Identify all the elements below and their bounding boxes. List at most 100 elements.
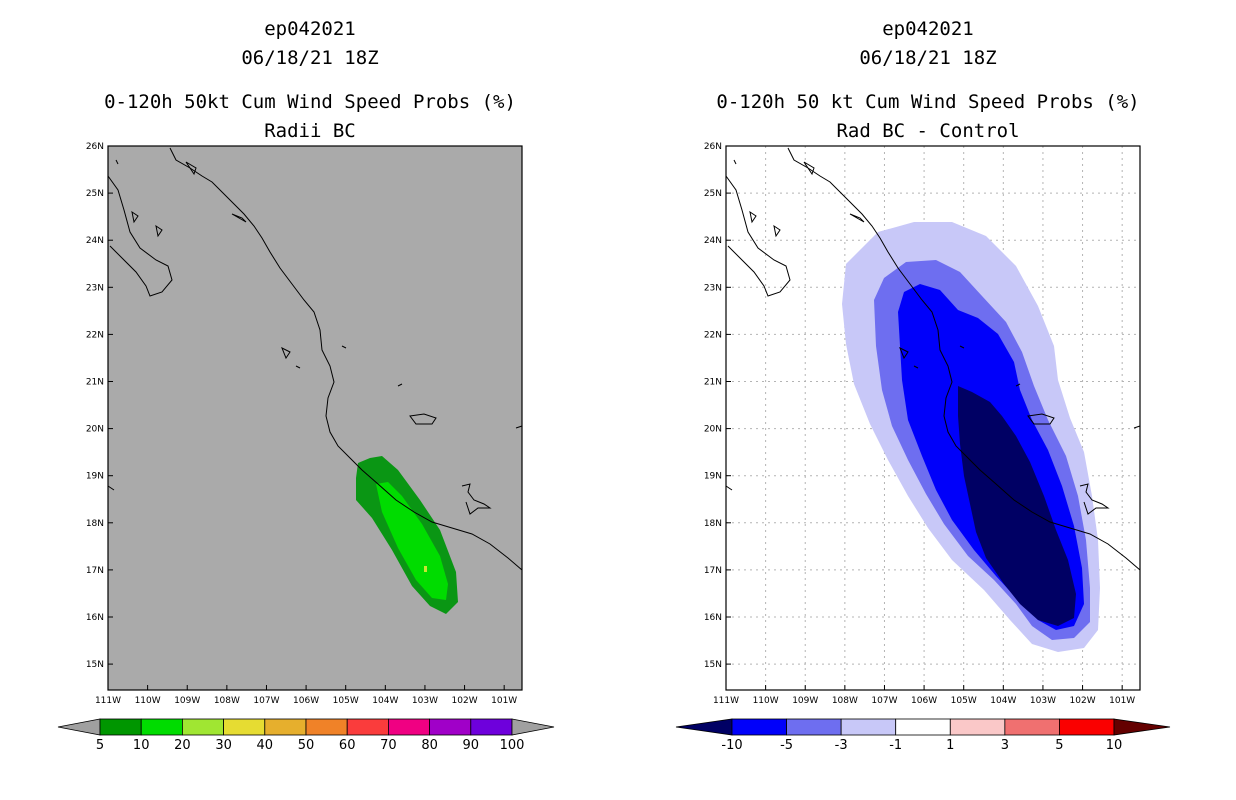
- right-colorbar-low-end: [675, 718, 733, 736]
- right-colorbar-label: -1: [889, 738, 902, 753]
- right-colorbar-high-end: [1113, 718, 1171, 736]
- right-lat-label: 15N: [704, 660, 722, 670]
- right-lon-label: 110W: [753, 696, 779, 706]
- left-colorbar-label: 40: [257, 738, 274, 753]
- left-coastline: [107, 147, 523, 571]
- right-lat-label: 17N: [704, 566, 722, 576]
- left-lon-label: 107W: [253, 696, 279, 706]
- left-colorbar-label: 5: [96, 738, 104, 753]
- right-lat-label: 23N: [704, 283, 722, 293]
- left-title-sub: Radii BC: [264, 120, 356, 142]
- left-colorbar-swatch: [223, 718, 266, 736]
- right-lat-label: 18N: [704, 519, 722, 529]
- left-colorbar-swatch: [99, 718, 142, 736]
- right-lon-label: 108W: [832, 696, 858, 706]
- left-colorbar-label: 90: [463, 738, 480, 753]
- right-colorbar-swatch: [1004, 718, 1060, 736]
- left-prob-20: [376, 482, 448, 600]
- left-lat-label: 21N: [86, 377, 104, 387]
- right-lat-label: 19N: [704, 472, 722, 482]
- right-lon-label: 109W: [792, 696, 818, 706]
- left-colorbar-label: 10: [133, 738, 150, 753]
- left-lat-label: 15N: [86, 660, 104, 670]
- left-lon-label: 103W: [412, 696, 438, 706]
- left-lon-label: 106W: [293, 696, 319, 706]
- left-colorbar-label: 80: [421, 738, 438, 753]
- left-lat-axis: 26N 25N 24N 23N 22N 21N 20N 19N 18N 17N 16N 15N: [86, 142, 113, 670]
- right-colorbar-label: 5: [1055, 738, 1063, 753]
- left-map: 26N 25N 24N 23N 22N 21N 20N 19N 18N 17N 16N 15N 111…: [57, 142, 555, 753]
- right-lon-label: 107W: [871, 696, 897, 706]
- left-colorbar-swatch: [264, 718, 307, 736]
- left-map-ocean: [108, 146, 522, 690]
- left-title-storm: ep042021: [264, 18, 356, 40]
- left-colorbar-swatch: [140, 718, 183, 736]
- right-colorbar-swatch: [731, 718, 787, 736]
- right-diff-l4: [958, 386, 1076, 626]
- left-lon-label: 104W: [372, 696, 398, 706]
- left-colorbar-label: 50: [298, 738, 315, 753]
- left-title-product: 0-120h 50kt Cum Wind Speed Probs (%): [104, 91, 516, 113]
- left-colorbar-swatch: [387, 718, 430, 736]
- left-lat-label: 19N: [86, 472, 104, 482]
- left-colorbar-label: 60: [339, 738, 356, 753]
- left-colorbar-swatch: [346, 718, 389, 736]
- left-colorbar-swatch: [429, 718, 472, 736]
- left-lon-label: 105W: [333, 696, 359, 706]
- left-lon-label: 111W: [95, 696, 121, 706]
- left-lat-label: 26N: [86, 142, 104, 152]
- right-colorbar: -10 -5 -3 -1 1 3 5 10: [675, 718, 1171, 753]
- right-lon-label: 101W: [1109, 696, 1135, 706]
- right-colorbar-swatch: [949, 718, 1006, 736]
- left-lon-label: 101W: [491, 696, 517, 706]
- right-lat-label: 16N: [704, 613, 722, 623]
- right-lat-label: 21N: [704, 377, 722, 387]
- right-map-frame: [725, 145, 1141, 691]
- left-colorbar-swatch: [305, 718, 348, 736]
- right-lat-label: 22N: [704, 330, 722, 340]
- right-colorbar-label: -5: [780, 738, 793, 753]
- right-title-product: 0-120h 50 kt Cum Wind Speed Probs (%): [716, 91, 1140, 113]
- right-lon-label: 105W: [951, 696, 977, 706]
- left-lat-label: 18N: [86, 519, 104, 529]
- right-lat-label: 20N: [704, 425, 722, 435]
- left-lat-label: 25N: [86, 189, 104, 199]
- right-colorbar-label: 10: [1106, 738, 1123, 753]
- right-lon-label: 104W: [990, 696, 1016, 706]
- left-colorbar-swatch: [470, 718, 513, 736]
- right-lon-axis: 111W 110W 109W 108W 107W 106W 105W 104W 103W 102W…: [713, 685, 1135, 706]
- left-lat-label: 16N: [86, 613, 104, 623]
- right-colorbar-swatch: [895, 718, 951, 736]
- right-colorbar-label: -10: [721, 738, 742, 753]
- left-lat-label: 17N: [86, 566, 104, 576]
- left-colorbar-label: 100: [500, 738, 525, 753]
- left-lon-label: 102W: [452, 696, 478, 706]
- left-lat-label: 23N: [86, 283, 104, 293]
- left-lon-axis: 111W 110W 109W 108W 107W 106W 105W 104W 103W 102W…: [95, 685, 517, 706]
- left-lat-label: 24N: [86, 236, 104, 246]
- left-colorbar-swatch: [181, 718, 224, 736]
- right-colorbar-label: -3: [835, 738, 848, 753]
- right-title-sub: Rad BC - Control: [836, 120, 1020, 142]
- right-lat-label: 24N: [704, 236, 722, 246]
- left-colorbar-low-end: [57, 718, 101, 736]
- left-colorbar-label: 70: [380, 738, 397, 753]
- right-lat-axis: 26N 25N 24N 23N 22N 21N 20N 19N 18N 17N 16N 15N: [704, 142, 731, 670]
- left-lat-label: 22N: [86, 330, 104, 340]
- left-colorbar-label: 30: [215, 738, 232, 753]
- left-colorbar-label: 20: [174, 738, 191, 753]
- right-lat-label: 26N: [704, 142, 722, 152]
- left-lon-label: 108W: [214, 696, 240, 706]
- left-colorbar: 5 10 20 30 40 50 60 70 80 90 100: [57, 718, 555, 753]
- left-title-date: 06/18/21 18Z: [241, 47, 379, 69]
- right-lon-label: 106W: [911, 696, 937, 706]
- right-colorbar-label: 3: [1001, 738, 1009, 753]
- right-lon-label: 111W: [713, 696, 739, 706]
- right-coastline: [725, 147, 1141, 571]
- left-lon-label: 109W: [174, 696, 200, 706]
- right-lon-label: 103W: [1030, 696, 1056, 706]
- left-lon-label: 110W: [135, 696, 161, 706]
- right-title-storm: ep042021: [882, 18, 974, 40]
- right-colorbar-swatch: [1059, 718, 1115, 736]
